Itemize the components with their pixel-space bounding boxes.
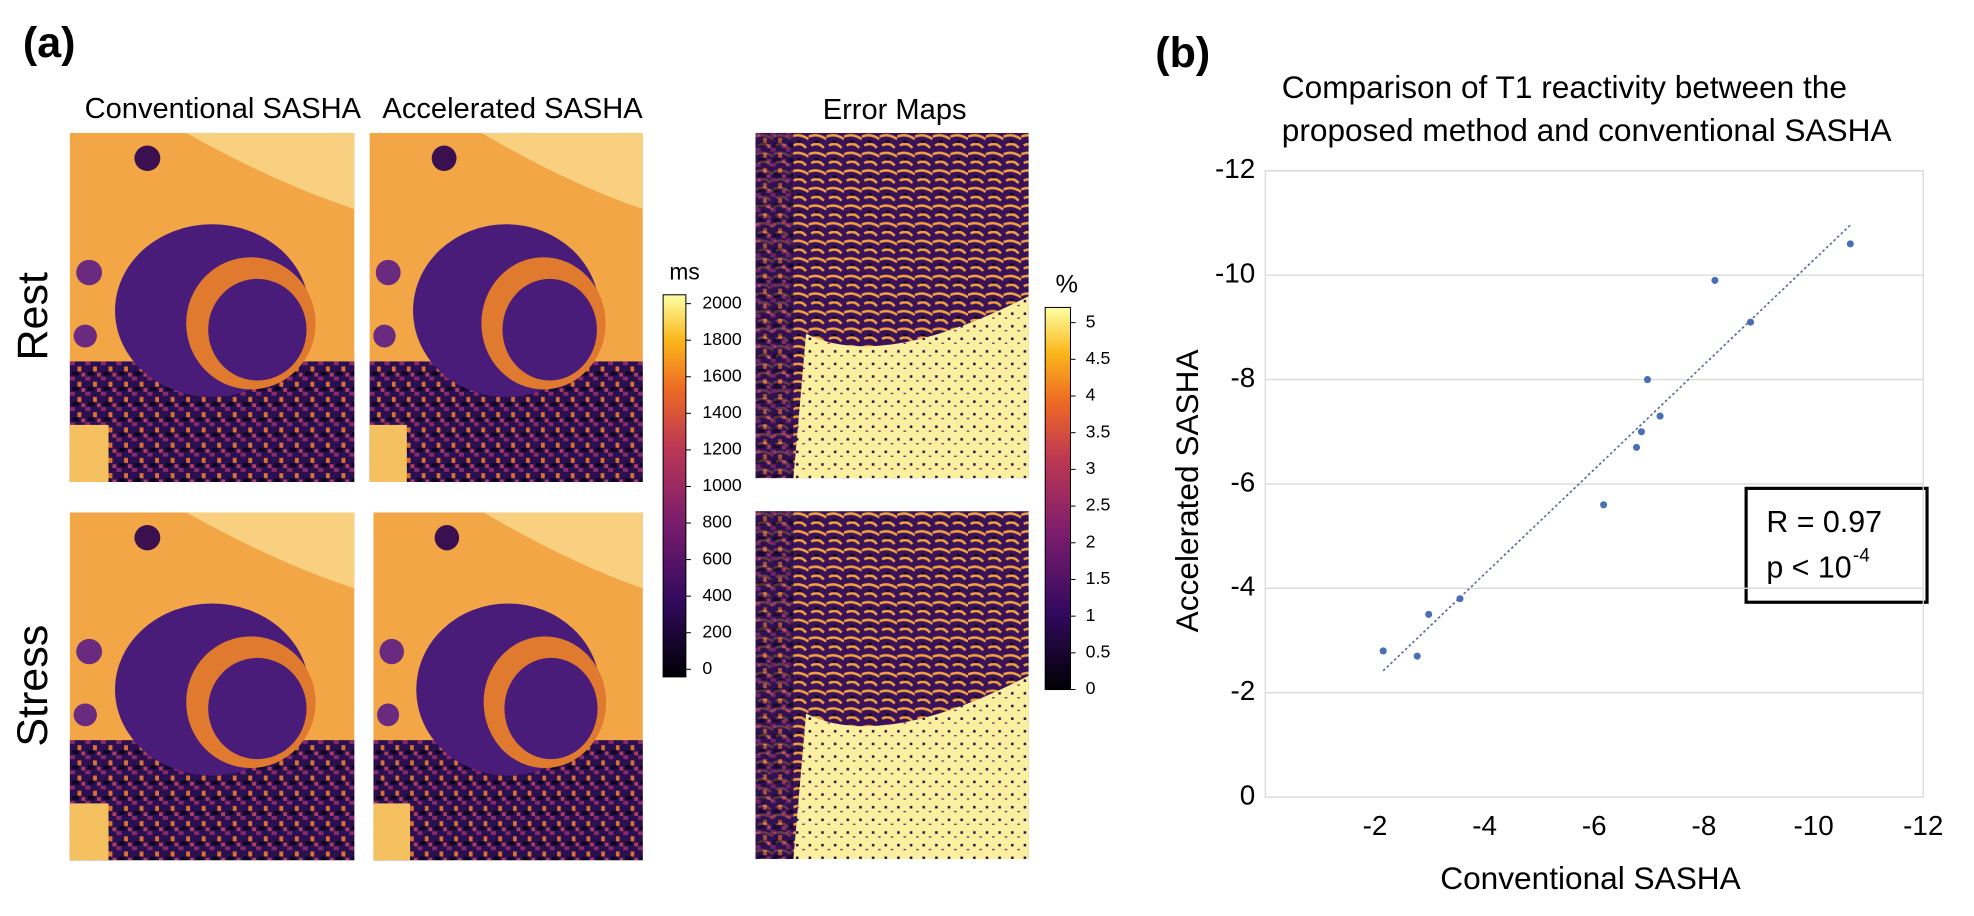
t1-map-image bbox=[373, 512, 643, 861]
row-title: Rest bbox=[9, 272, 57, 360]
colorbar-tick-label: 2.5 bbox=[1086, 495, 1111, 515]
chart-title: proposed method and conventional SASHA bbox=[1282, 112, 1893, 148]
y-axis-title: Accelerated SASHA bbox=[1169, 349, 1205, 633]
column-title: Conventional SASHA bbox=[85, 93, 362, 125]
colorbar-tick-label: 1600 bbox=[702, 365, 742, 385]
y-tick-label: -10 bbox=[1215, 258, 1255, 289]
column-title: Accelerated SASHA bbox=[382, 93, 643, 125]
colorbar-tick-label: 1400 bbox=[702, 402, 742, 422]
colorbar-tick-label: 0.5 bbox=[1086, 642, 1111, 662]
data-point bbox=[1379, 647, 1387, 655]
data-point bbox=[1413, 652, 1421, 660]
y-tick-label: -12 bbox=[1215, 153, 1255, 184]
colorbar-tick-label: 600 bbox=[702, 548, 732, 568]
data-point bbox=[1425, 610, 1433, 618]
colorbar-tick-label: 1.5 bbox=[1086, 568, 1111, 588]
colorbar-tick-label: 2 bbox=[1086, 531, 1096, 551]
y-tick-label: 0 bbox=[1240, 779, 1255, 810]
data-point bbox=[1637, 428, 1645, 436]
colorbar-tick-label: 5 bbox=[1086, 311, 1096, 331]
x-tick-label: -4 bbox=[1472, 810, 1497, 841]
y-tick-label: -2 bbox=[1230, 675, 1255, 706]
colorbar-tick-label: 400 bbox=[702, 585, 732, 605]
t1-map-image bbox=[69, 132, 355, 483]
annotation-superscript: -4 bbox=[1853, 546, 1870, 567]
x-axis-title: Conventional SASHA bbox=[1440, 860, 1741, 896]
x-tick-label: -8 bbox=[1692, 810, 1717, 841]
y-tick-label: -4 bbox=[1230, 571, 1255, 602]
colorbar-tick-label: 3.5 bbox=[1086, 421, 1111, 441]
data-point bbox=[1711, 276, 1719, 284]
data-point bbox=[1600, 501, 1608, 509]
data-point bbox=[1656, 412, 1664, 420]
annotation-box bbox=[1744, 486, 1929, 604]
error-map-image bbox=[755, 132, 1029, 479]
error-map-image bbox=[755, 511, 1029, 860]
x-tick-label: -12 bbox=[1903, 810, 1943, 841]
column-title: Error Maps bbox=[823, 94, 967, 126]
colorbar-tick-label: 1200 bbox=[702, 439, 742, 459]
colorbar-tick-label: 1800 bbox=[702, 329, 742, 349]
t1-map-image bbox=[369, 132, 643, 483]
colorbar-tick-label: 3 bbox=[1086, 458, 1096, 478]
colorbar-unit: % bbox=[1055, 271, 1078, 299]
colorbar-tick-label: 200 bbox=[702, 621, 732, 641]
x-tick-label: -2 bbox=[1363, 810, 1388, 841]
data-point bbox=[1643, 376, 1652, 384]
colorbar-tick-label: 2000 bbox=[702, 292, 742, 312]
annotation: p < 10 bbox=[1766, 551, 1851, 584]
data-point bbox=[1747, 318, 1755, 326]
colorbar-tick-label: 800 bbox=[702, 512, 732, 532]
data-point bbox=[1846, 240, 1854, 248]
trend-line bbox=[1382, 224, 1851, 672]
panel-label: (b) bbox=[1155, 29, 1210, 77]
chart-title: Comparison of T1 reactivity between the bbox=[1282, 69, 1847, 105]
colorbar-unit: ms bbox=[669, 258, 699, 284]
colorbar-tick-label: 0 bbox=[702, 658, 712, 678]
annotation: R = 0.97 bbox=[1766, 506, 1882, 539]
x-tick-label: -10 bbox=[1793, 810, 1833, 841]
colorbar-tick-label: 0 bbox=[1086, 678, 1096, 698]
row-title: Stress bbox=[9, 625, 57, 747]
colorbar bbox=[662, 294, 687, 678]
data-point bbox=[1456, 595, 1464, 603]
data-point bbox=[1632, 443, 1641, 451]
y-tick-label: -8 bbox=[1230, 362, 1255, 393]
panel-label: (a) bbox=[23, 19, 76, 67]
colorbar-tick-label: 4.5 bbox=[1086, 348, 1111, 368]
colorbar-tick-label: 4 bbox=[1086, 385, 1096, 405]
y-tick-label: -6 bbox=[1230, 466, 1255, 497]
colorbar-tick-label: 1 bbox=[1086, 605, 1096, 625]
x-tick-label: -6 bbox=[1582, 810, 1607, 841]
colorbar bbox=[1044, 306, 1072, 691]
colorbar-tick-label: 1000 bbox=[702, 475, 742, 495]
t1-map-image bbox=[69, 512, 355, 861]
